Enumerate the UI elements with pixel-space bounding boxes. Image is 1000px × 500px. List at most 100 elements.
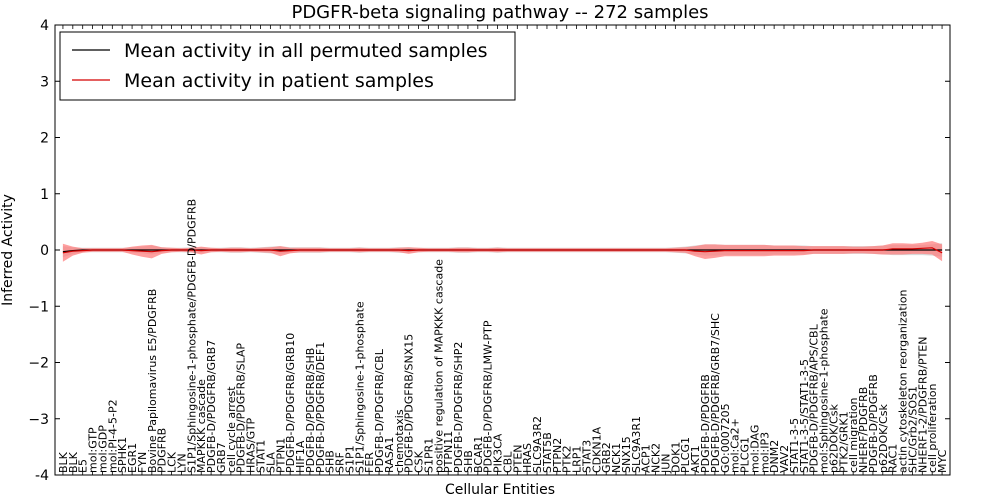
entity-label: CSK [413, 450, 426, 473]
entity-label: HRAS [521, 443, 534, 473]
entity-label: BLK [67, 451, 80, 473]
entity-label: SHC/Grb2/SOS1 [906, 386, 919, 473]
entity-label: PTPN1 [274, 438, 287, 473]
legend: Mean activity in all permuted samples Me… [59, 31, 516, 101]
y-tick-label: 2 [40, 131, 49, 147]
entity-label: mol:GDP [97, 425, 110, 473]
entity-label: PTEN [511, 444, 524, 473]
entity-label: PTPN11 [442, 431, 455, 473]
entity-label: cell cycle arrest [225, 386, 238, 473]
entity-label: PDGFB-D/PDGFRB/LMW-PTP [482, 320, 495, 473]
entity-label: actin cytoskeleton reorganization [897, 289, 910, 473]
x-axis-title: Cellular Entities [445, 482, 555, 498]
entity-label: mol:GTP [87, 427, 100, 473]
entity-label: GRB7 [215, 442, 228, 473]
y-tick-label: −3 [28, 412, 49, 428]
entity-label: mol:PI-4-5-P2 [106, 399, 119, 473]
entity-label: STAT3 [581, 440, 594, 473]
entity-label: HIF1A [294, 440, 307, 473]
y-axis-title: Inferred Activity [0, 194, 16, 306]
entity-label: SNX15 [620, 436, 633, 473]
series-lines [62, 247, 943, 254]
entity-label: S1P1 [343, 445, 356, 473]
entity-label: LYN [176, 453, 189, 473]
entity-label: HRAS/GTP [245, 417, 258, 473]
patient-band [62, 241, 943, 262]
entity-label: E5 [77, 459, 90, 473]
entity-label: cell migration [847, 397, 860, 473]
entity-label: SLA [264, 452, 277, 473]
entity-label: p62DOK/Csk [877, 404, 890, 473]
entity-label: PDGFB-D/PDGFRB/SLAP [235, 343, 248, 473]
entity-label: PDGFB-D/PDGFRB/SNX15 [403, 334, 416, 473]
entity-label: PDGFB-D/PDGFRB [699, 374, 712, 473]
legend-label-patient: Mean activity in patient samples [124, 70, 434, 92]
entity-label: AKT1 [689, 445, 702, 473]
entity-label: PDGFB-D/PDGFRB/CBL [373, 348, 386, 473]
entity-label: PDGFRB [156, 428, 169, 473]
entity-label: MAPKKK cascade [195, 379, 208, 473]
entity-label: Bovine Papilomavirus E5/PDGFRB [146, 289, 159, 473]
entity-label: PLCG1 [739, 437, 752, 473]
entity-label: SPHK1 [116, 437, 129, 473]
entity-label: p62DOK/Csk [827, 404, 840, 473]
entity-label: PIK3CA [492, 433, 505, 473]
entity-label: RAC1 [887, 444, 900, 473]
entity-label: DNM2 [768, 440, 781, 473]
entity-label: CDKN1A [590, 426, 603, 473]
entity-label: PTK2/GRK1 [837, 411, 850, 473]
y-tick-label: 0 [40, 243, 49, 259]
entity-label: PDGFB-D/PDGFRB/GRB7 [205, 340, 218, 473]
y-tick-label: −2 [28, 356, 49, 372]
entity-label: PDGFB-D/PDGFRB/SHB [304, 348, 317, 473]
series-line-patient [62, 247, 943, 254]
chart-title: PDGFR-beta signaling pathway -- 272 samp… [291, 2, 708, 23]
entity-label: mol:Sphingosine-1-phosphate [818, 308, 831, 473]
entity-label: GO:0007205 [719, 403, 732, 473]
entity-label: STAT1-3-5 [788, 418, 801, 473]
entity-label: NHERF1-2/PDGFRB/PTEN [916, 337, 929, 473]
entity-label: VAV2 [778, 445, 791, 473]
entity-label: EGR1 [126, 443, 139, 473]
entity-label: ACP1 [640, 444, 653, 473]
entity-label: LRP1 [571, 446, 584, 473]
entity-label: NHERF/PDGFRB [857, 387, 870, 473]
entity-label: mol:Ca2+ [729, 418, 742, 473]
entity-labels: BLKBLKE5mol:GTPmol:GDPmol:PI-4-5-P2SPHK1… [57, 199, 949, 474]
entity-label: PDGFB-D/PDGFRB/DEF1 [314, 342, 327, 473]
entity-label: PDGFB-D/PDGFRB/GRB10 [284, 333, 297, 473]
entity-label: NCK1 [610, 443, 623, 473]
entity-label: S1P1/Sphingosine-1-phosphate/PDGFB-D/PDG… [185, 199, 198, 473]
entity-label: SLC9A3R1 [630, 416, 643, 473]
entity-label: BLK [57, 451, 70, 473]
entity-label: JUN [660, 453, 673, 474]
entity-label: BCAR1 [472, 436, 485, 473]
entity-label: SRF [334, 452, 347, 473]
entity-label: chemotaxis [393, 409, 406, 473]
entity-label: PTPN2 [551, 438, 564, 473]
entity-label: LCK [166, 451, 179, 473]
entity-label: S1PR1 [422, 438, 435, 473]
entity-label: FYN [136, 452, 149, 473]
entity-label: DOK1 [669, 442, 682, 473]
entity-label: RASA1 [383, 437, 396, 473]
entity-label: SLC9A3R2 [531, 416, 544, 473]
y-tick-label: 1 [40, 187, 49, 203]
entity-label: MYC [936, 449, 949, 473]
y-tick-label: 4 [40, 18, 49, 34]
legend-label-permuted: Mean activity in all permuted samples [124, 40, 487, 62]
entity-label: mol:IP3 [758, 432, 771, 473]
entity-label: CBL [501, 451, 514, 473]
y-axis: -4 −3 −2 −1 0 1 2 3 4 [28, 18, 950, 484]
entity-label: S1P1/Sphingosine-1-phosphate [353, 301, 366, 473]
entity-label: STAT1 [255, 440, 268, 473]
entity-label: SHB [462, 450, 475, 473]
legend-box [59, 31, 516, 101]
entity-label: PDGFB-D/PDGFRB/SHP2 [452, 342, 465, 473]
entity-label: PLCG1 [679, 437, 692, 473]
y-tick-label: −1 [28, 299, 49, 315]
entity-label: STAT5B [541, 432, 554, 473]
entity-label: PDGFB-D/PDGFRB [867, 374, 880, 473]
